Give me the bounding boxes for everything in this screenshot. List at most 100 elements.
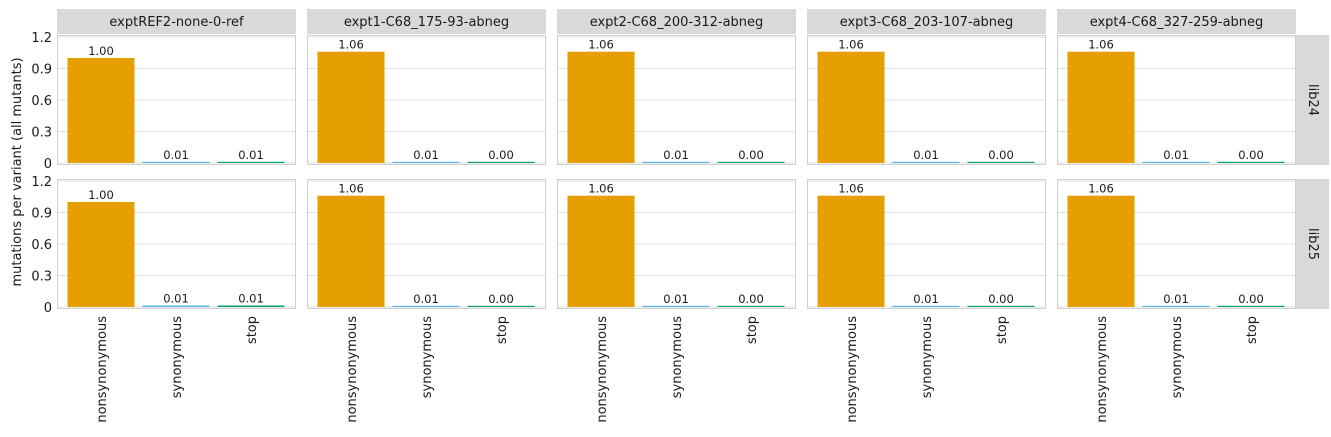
y-tick-label: 0.6	[31, 238, 52, 253]
bar-value-label: 0.01	[238, 148, 264, 162]
bar-stop	[717, 161, 785, 163]
column-strip-label-4: expt4-C68_327-259-abneg	[1090, 15, 1264, 30]
bar-stop	[1217, 161, 1285, 163]
bar-nonsynonymous	[1067, 51, 1135, 164]
bar-value-label: 1.06	[588, 38, 614, 52]
bar-stop	[967, 305, 1035, 307]
x-tick-label: synonymous	[1170, 316, 1185, 398]
bar-value-label: 0.01	[663, 148, 689, 162]
bar-value-label: 0.01	[663, 292, 689, 306]
column-strip-0	[57, 9, 296, 34]
column-strip-label-2: expt2-C68_200-312-abneg	[590, 15, 764, 30]
column-strip-4	[1057, 9, 1296, 34]
bar-synonymous	[142, 305, 210, 307]
bar-stop	[967, 161, 1035, 163]
bar-nonsynonymous	[1067, 195, 1135, 307]
y-tick-label: 0.9	[31, 207, 52, 222]
x-tick-label: nonsynonymous	[345, 316, 360, 423]
bar-nonsynonymous	[817, 51, 885, 164]
bar-value-label: 1.00	[88, 188, 114, 202]
bar-synonymous	[1142, 305, 1210, 307]
column-strip-1	[307, 9, 546, 34]
bar-value-label: 0.00	[488, 148, 514, 162]
bar-value-label: 0.00	[738, 148, 764, 162]
y-tick-label: 1.2	[31, 175, 52, 190]
row-strip-label-1: lib25	[1305, 228, 1320, 260]
x-tick-label: stop	[245, 316, 260, 344]
y-tick-label: 0.9	[31, 63, 52, 78]
x-tick-label: stop	[745, 316, 760, 344]
column-strip-2	[557, 9, 796, 34]
column-strip-label-1: expt1-C68_175-93-abneg	[344, 15, 509, 30]
bar-value-label: 1.06	[338, 38, 364, 52]
bar-nonsynonymous	[817, 195, 885, 307]
bar-stop	[467, 161, 535, 163]
bar-value-label: 0.01	[163, 148, 189, 162]
bar-nonsynonymous	[567, 51, 635, 164]
row-strip-1	[1296, 179, 1329, 309]
bar-value-label: 1.06	[1088, 182, 1114, 196]
bar-synonymous	[392, 161, 460, 163]
row-strip-0	[1296, 35, 1329, 165]
bar-value-label: 0.01	[413, 292, 439, 306]
row-strip-label-0: lib24	[1305, 84, 1320, 116]
bar-value-label: 1.06	[838, 38, 864, 52]
bar-value-label: 0.00	[1238, 292, 1264, 306]
x-tick-label: nonsynonymous	[95, 316, 110, 423]
bar-value-label: 0.00	[988, 292, 1014, 306]
bar-value-label: 0.01	[913, 148, 939, 162]
bar-synonymous	[892, 305, 960, 307]
bar-stop	[1217, 305, 1285, 307]
column-strip-label-3: expt3-C68_203-107-abneg	[840, 15, 1014, 30]
bar-value-label: 0.00	[738, 292, 764, 306]
bar-nonsynonymous	[67, 58, 135, 163]
bar-value-label: 0.01	[413, 148, 439, 162]
bar-value-label: 0.00	[988, 148, 1014, 162]
bar-value-label: 0.01	[1163, 148, 1189, 162]
bar-stop	[217, 161, 285, 163]
bar-nonsynonymous	[317, 195, 385, 307]
bar-synonymous	[1142, 161, 1210, 163]
bar-stop	[217, 305, 285, 307]
bar-synonymous	[642, 161, 710, 163]
y-tick-label: 0.3	[31, 126, 52, 141]
bar-synonymous	[642, 305, 710, 307]
bar-synonymous	[892, 161, 960, 163]
y-tick-label: 0.6	[31, 94, 52, 109]
y-tick-label: 0.3	[31, 270, 52, 285]
y-tick-label: 0	[44, 301, 52, 316]
x-tick-label: stop	[495, 316, 510, 344]
bar-value-label: 0.00	[1238, 148, 1264, 162]
y-tick-label: 0	[44, 157, 52, 172]
bar-nonsynonymous	[317, 51, 385, 164]
x-tick-label: stop	[1245, 316, 1260, 344]
x-tick-label: nonsynonymous	[1095, 316, 1110, 423]
column-strip-label-0: exptREF2-none-0-ref	[109, 15, 244, 30]
bar-value-label: 1.06	[338, 182, 364, 196]
x-tick-label: stop	[995, 316, 1010, 344]
bar-value-label: 0.01	[163, 292, 189, 306]
y-tick-label: 1.2	[31, 31, 52, 46]
bar-nonsynonymous	[567, 195, 635, 307]
x-tick-label: nonsynonymous	[845, 316, 860, 423]
bar-value-label: 0.01	[913, 292, 939, 306]
x-tick-label: synonymous	[420, 316, 435, 398]
bar-synonymous	[142, 161, 210, 163]
bar-synonymous	[392, 305, 460, 307]
bar-value-label: 1.06	[588, 182, 614, 196]
bar-value-label: 1.00	[88, 44, 114, 58]
bar-stop	[467, 305, 535, 307]
bar-value-label: 0.01	[238, 292, 264, 306]
x-tick-label: synonymous	[670, 316, 685, 398]
bar-value-label: 0.00	[488, 292, 514, 306]
x-tick-label: synonymous	[170, 316, 185, 398]
y-axis-title: mutations per variant (all mutants)	[10, 57, 25, 286]
x-tick-label: synonymous	[920, 316, 935, 398]
bar-value-label: 1.06	[838, 182, 864, 196]
bar-value-label: 0.01	[1163, 292, 1189, 306]
column-strip-3	[807, 9, 1046, 34]
x-tick-label: nonsynonymous	[595, 316, 610, 423]
bar-nonsynonymous	[67, 202, 135, 307]
bar-value-label: 1.06	[1088, 38, 1114, 52]
